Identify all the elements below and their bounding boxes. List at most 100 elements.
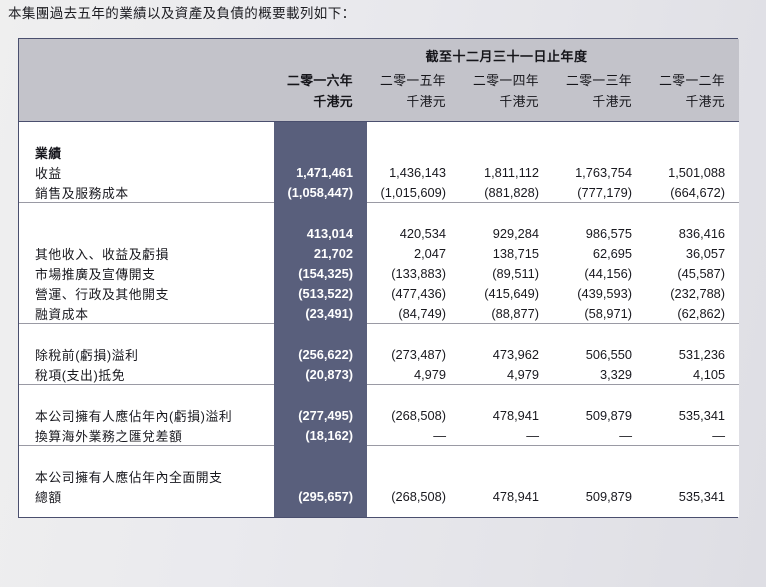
cell-attrib-2012: 535,341 bbox=[646, 405, 740, 425]
table-row: 除稅前(虧損)溢利 (256,622) (273,487) 473,962 50… bbox=[19, 344, 740, 364]
cell-marketing-2012: (45,587) bbox=[646, 263, 740, 283]
row-label-total-comprehensive-line2: 總額 bbox=[19, 486, 274, 506]
cell-other-income-2016: 21,702 bbox=[274, 243, 367, 263]
section-spacer bbox=[19, 323, 740, 344]
row-label-finance-costs: 融資成本 bbox=[19, 303, 274, 323]
cell-fx-2016: (18,162) bbox=[274, 425, 367, 445]
table-row: 市場推廣及宣傳開支 (154,325) (133,883) (89,511) (… bbox=[19, 263, 740, 283]
table-row: 融資成本 (23,491) (84,749) (88,877) (58,971)… bbox=[19, 303, 740, 323]
cell-total-ci-2016: (295,657) bbox=[274, 486, 367, 506]
section-rule bbox=[19, 384, 740, 385]
cell-attrib-2015: (268,508) bbox=[367, 405, 460, 425]
row-label-revenue: 收益 bbox=[19, 162, 274, 182]
row-label-profit-attributable: 本公司擁有人應佔年內(虧損)溢利 bbox=[19, 405, 274, 425]
row-label-marketing: 市場推廣及宣傳開支 bbox=[19, 263, 274, 283]
cell-attrib-2013: 509,879 bbox=[553, 405, 646, 425]
header-bottom-rule bbox=[19, 121, 740, 122]
header-unit-2015: 千港元 bbox=[367, 91, 460, 121]
cell-marketing-2014: (89,511) bbox=[460, 263, 553, 283]
row-label-taxation: 稅項(支出)抵免 bbox=[19, 364, 274, 384]
table-row: 稅項(支出)抵免 (20,873) 4,979 4,979 3,329 4,10… bbox=[19, 364, 740, 384]
row-label-other-income: 其他收入、收益及虧損 bbox=[19, 243, 274, 263]
table-body: 業績 收益 1,471,461 1,436,143 1,811,112 1,76… bbox=[19, 121, 740, 517]
body-bottom-spacer bbox=[19, 506, 740, 517]
row-label-cost-of-sales: 銷售及服務成本 bbox=[19, 182, 274, 202]
cell-fx-2015: — bbox=[367, 425, 460, 445]
cell-revenue-2012: 1,501,088 bbox=[646, 162, 740, 182]
cell-cost-2016: (1,058,447) bbox=[274, 182, 367, 202]
row-label-gross-profit bbox=[19, 223, 274, 243]
section-spacer bbox=[19, 384, 740, 405]
header-year-2012: 二零一二年 bbox=[646, 67, 740, 91]
section-heading-results: 業績 bbox=[19, 142, 274, 162]
cell-total-ci-2015: (268,508) bbox=[367, 486, 460, 506]
cell-admin-2014: (415,649) bbox=[460, 283, 553, 303]
cell-cost-2015: (1,015,609) bbox=[367, 182, 460, 202]
cell-revenue-2014: 1,811,112 bbox=[460, 162, 553, 182]
cell-total-ci-2013: 509,879 bbox=[553, 486, 646, 506]
cell-total-ci-2012: 535,341 bbox=[646, 486, 740, 506]
section-rule bbox=[19, 202, 740, 203]
cell-pbt-2014: 473,962 bbox=[460, 344, 553, 364]
cell-tax-2015: 4,979 bbox=[367, 364, 460, 384]
header-unit-2014: 千港元 bbox=[460, 91, 553, 121]
cell-pbt-2012: 531,236 bbox=[646, 344, 740, 364]
cell-gross-profit-2015: 420,534 bbox=[367, 223, 460, 243]
cell-revenue-2016: 1,471,461 bbox=[274, 162, 367, 182]
cell-fx-2012: — bbox=[646, 425, 740, 445]
body-top-spacer bbox=[19, 121, 740, 142]
cell-other-income-2012: 36,057 bbox=[646, 243, 740, 263]
cell-attrib-2014: 478,941 bbox=[460, 405, 553, 425]
cell-marketing-2016: (154,325) bbox=[274, 263, 367, 283]
header-period-title: 截至十二月三十一日止年度 bbox=[274, 39, 740, 67]
cell-gross-profit-2016: 413,014 bbox=[274, 223, 367, 243]
table-row: 本公司擁有人應佔年內(虧損)溢利 (277,495) (268,508) 478… bbox=[19, 405, 740, 425]
cell-marketing-2013: (44,156) bbox=[553, 263, 646, 283]
header-unit-2012: 千港元 bbox=[646, 91, 740, 121]
table-row: 其他收入、收益及虧損 21,702 2,047 138,715 62,695 3… bbox=[19, 243, 740, 263]
header-year-2014: 二零一四年 bbox=[460, 67, 553, 91]
header-year-2016: 二零一六年 bbox=[274, 67, 367, 91]
cell-admin-2013: (439,593) bbox=[553, 283, 646, 303]
section-spacer bbox=[19, 202, 740, 223]
cell-gross-profit-2012: 836,416 bbox=[646, 223, 740, 243]
header-unit-2016: 千港元 bbox=[274, 91, 367, 121]
cell-marketing-2015: (133,883) bbox=[367, 263, 460, 283]
cell-other-income-2013: 62,695 bbox=[553, 243, 646, 263]
table-row: 收益 1,471,461 1,436,143 1,811,112 1,763,7… bbox=[19, 162, 740, 182]
table-row: 營運、行政及其他開支 (513,522) (477,436) (415,649)… bbox=[19, 283, 740, 303]
table-row: 本公司擁有人應佔年內全面開支 bbox=[19, 466, 740, 486]
cell-tax-2013: 3,329 bbox=[553, 364, 646, 384]
cell-fx-2013: — bbox=[553, 425, 646, 445]
five-year-summary-table: 截至十二月三十一日止年度 二零一六年 二零一五年 二零一四年 二零一三年 二零一… bbox=[18, 38, 740, 518]
header-row-title: 截至十二月三十一日止年度 bbox=[19, 39, 740, 67]
row-label-exchange-difference: 換算海外業務之匯兌差額 bbox=[19, 425, 274, 445]
cell-finance-2016: (23,491) bbox=[274, 303, 367, 323]
row-label-total-comprehensive-line1: 本公司擁有人應佔年內全面開支 bbox=[19, 466, 274, 486]
header-year-2015: 二零一五年 bbox=[367, 67, 460, 91]
header-row-years: 二零一六年 二零一五年 二零一四年 二零一三年 二零一二年 bbox=[19, 67, 740, 91]
cell-gross-profit-2013: 986,575 bbox=[553, 223, 646, 243]
cell-revenue-2015: 1,436,143 bbox=[367, 162, 460, 182]
table-header: 截至十二月三十一日止年度 二零一六年 二零一五年 二零一四年 二零一三年 二零一… bbox=[19, 39, 740, 122]
cell-total-ci-2014: 478,941 bbox=[460, 486, 553, 506]
cell-pbt-2015: (273,487) bbox=[367, 344, 460, 364]
cell-pbt-2016: (256,622) bbox=[274, 344, 367, 364]
cell-attrib-2016: (277,495) bbox=[274, 405, 367, 425]
cell-finance-2014: (88,877) bbox=[460, 303, 553, 323]
cell-cost-2012: (664,672) bbox=[646, 182, 740, 202]
section-spacer bbox=[19, 445, 740, 466]
table-row: 413,014 420,534 929,284 986,575 836,416 bbox=[19, 223, 740, 243]
header-spacer bbox=[19, 39, 274, 67]
cell-cost-2014: (881,828) bbox=[460, 182, 553, 202]
header-years-spacer bbox=[19, 67, 274, 91]
section-rule bbox=[19, 445, 740, 446]
row-label-profit-before-tax: 除稅前(虧損)溢利 bbox=[19, 344, 274, 364]
cell-admin-2016: (513,522) bbox=[274, 283, 367, 303]
cell-tax-2012: 4,105 bbox=[646, 364, 740, 384]
cell-pbt-2013: 506,550 bbox=[553, 344, 646, 364]
table-row: 業績 bbox=[19, 142, 740, 162]
cell-gross-profit-2014: 929,284 bbox=[460, 223, 553, 243]
row-label-admin-expenses: 營運、行政及其他開支 bbox=[19, 283, 274, 303]
cell-tax-2016: (20,873) bbox=[274, 364, 367, 384]
